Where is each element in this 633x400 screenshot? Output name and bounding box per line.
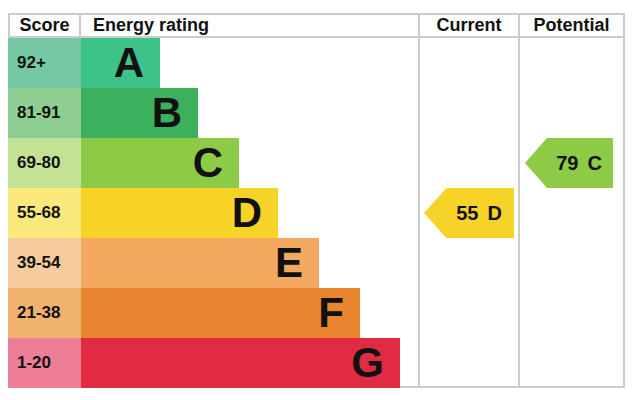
potential-rating-value: 79 — [556, 152, 578, 175]
current-rating-value: 55 — [456, 202, 478, 225]
score-range-label: 69-80 — [8, 138, 81, 188]
score-column-divider — [79, 13, 81, 38]
epc-chart: Score Energy rating Current Potential 92… — [0, 0, 633, 400]
score-range-label: 92+ — [8, 38, 81, 88]
current-rating-arrow: 55 D — [424, 188, 514, 238]
potential-column-header: Potential — [520, 15, 623, 36]
potential-rating-arrow: 79 C — [525, 138, 613, 188]
energy-band-bar-g: G — [81, 338, 400, 388]
score-range-label: 1-20 — [8, 338, 81, 388]
current-column-header: Current — [420, 15, 518, 36]
energy-rating-column-header: Energy rating — [93, 15, 209, 36]
score-column-header: Score — [10, 15, 79, 36]
current-column-divider — [418, 13, 420, 388]
energy-band-bar-a: A — [81, 38, 160, 88]
energy-band-bar-d: D — [81, 188, 278, 238]
score-range-label: 55-68 — [8, 188, 81, 238]
potential-column-divider — [518, 13, 520, 388]
energy-band-bar-f: F — [81, 288, 360, 338]
score-range-label: 39-54 — [8, 238, 81, 288]
score-range-label: 21-38 — [8, 288, 81, 338]
current-rating-letter: D — [487, 202, 501, 225]
table-border-right — [623, 13, 625, 388]
energy-band-bar-e: E — [81, 238, 319, 288]
score-range-label: 81-91 — [8, 88, 81, 138]
energy-band-bar-c: C — [81, 138, 239, 188]
energy-band-bar-b: B — [81, 88, 198, 138]
potential-rating-letter: C — [587, 152, 601, 175]
